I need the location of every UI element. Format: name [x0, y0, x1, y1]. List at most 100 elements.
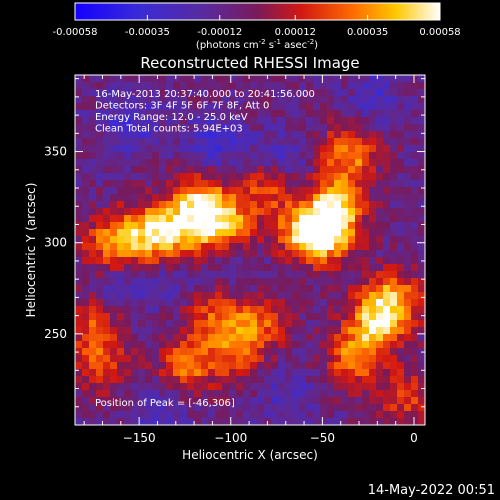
heatmap-cell — [243, 369, 251, 377]
heatmap-cell — [369, 390, 377, 398]
heatmap-cell — [376, 236, 384, 244]
heatmap-cell — [334, 131, 342, 139]
heatmap-cell — [341, 355, 349, 363]
heatmap-cell — [306, 376, 314, 384]
heatmap-cell — [173, 341, 181, 349]
heatmap-cell — [341, 369, 349, 377]
heatmap-cell — [271, 145, 279, 153]
heatmap-cell — [236, 75, 244, 83]
heatmap-cell — [397, 376, 405, 384]
heatmap-cell — [222, 208, 230, 216]
heatmap-cell — [355, 320, 363, 328]
heatmap-cell — [96, 334, 104, 342]
heatmap-cell — [306, 201, 314, 209]
heatmap-cell — [418, 376, 425, 384]
heatmap-cell — [383, 222, 391, 230]
heatmap-cell — [103, 376, 111, 384]
heatmap-cell — [152, 292, 160, 300]
heatmap-cell — [117, 215, 125, 223]
heatmap-cell — [75, 159, 83, 167]
heatmap-cell — [376, 362, 384, 370]
heatmap-cell — [166, 341, 174, 349]
heatmap-cell — [180, 397, 188, 405]
heatmap-cell — [138, 110, 146, 118]
heatmap-cell — [250, 82, 258, 90]
heatmap-cell — [124, 131, 132, 139]
heatmap-cell — [383, 159, 391, 167]
heatmap-cell — [117, 320, 125, 328]
heatmap-cell — [397, 187, 405, 195]
heatmap-cell — [341, 264, 349, 272]
heatmap-cell — [145, 292, 153, 300]
heatmap-cell — [152, 194, 160, 202]
heatmap-cell — [341, 103, 349, 111]
heatmap-cell — [299, 89, 307, 97]
heatmap-cell — [194, 152, 202, 160]
heatmap-cell — [285, 362, 293, 370]
heatmap-cell — [362, 278, 370, 286]
heatmap-cell — [96, 362, 104, 370]
heatmap-cell — [166, 152, 174, 160]
heatmap-cell — [75, 355, 83, 363]
heatmap-cell — [222, 250, 230, 258]
heatmap-cell — [390, 411, 398, 419]
heatmap-cell — [327, 187, 335, 195]
heatmap-cell — [306, 313, 314, 321]
heatmap-cell — [264, 117, 272, 125]
heatmap-cell — [383, 334, 391, 342]
heatmap-cell — [299, 145, 307, 153]
heatmap-cell — [278, 327, 286, 335]
heatmap-cell — [180, 222, 188, 230]
heatmap-cell — [299, 362, 307, 370]
heatmap-cell — [75, 264, 83, 272]
heatmap-cell — [215, 124, 223, 132]
heatmap-cell — [348, 271, 356, 279]
heatmap-cell — [278, 89, 286, 97]
heatmap-cell — [404, 215, 412, 223]
heatmap-cell — [187, 75, 195, 83]
heatmap-cell — [208, 173, 216, 181]
heatmap-cell — [285, 138, 293, 146]
heatmap-cell — [201, 397, 209, 405]
heatmap-cell — [369, 215, 377, 223]
heatmap-cell — [117, 194, 125, 202]
heatmap-cell — [152, 334, 160, 342]
heatmap-cell — [348, 229, 356, 237]
heatmap-cell — [89, 82, 97, 90]
heatmap-cell — [222, 397, 230, 405]
heatmap-cell — [145, 180, 153, 188]
heatmap-cell — [320, 117, 328, 125]
heatmap-cell — [411, 243, 419, 251]
heatmap-cell — [362, 208, 370, 216]
heatmap-cell — [145, 201, 153, 209]
heatmap-cell — [145, 222, 153, 230]
heatmap-cell — [82, 285, 90, 293]
heatmap-cell — [362, 75, 370, 83]
heatmap-cell — [201, 299, 209, 307]
heatmap-cell — [173, 145, 181, 153]
heatmap-cell — [222, 229, 230, 237]
heatmap-cell — [138, 103, 146, 111]
heatmap-cell — [397, 194, 405, 202]
heatmap-cell — [404, 96, 412, 104]
x-axis-label: Heliocentric X (arcsec) — [182, 448, 318, 462]
heatmap-cell — [299, 313, 307, 321]
heatmap-cell — [138, 348, 146, 356]
heatmap-cell — [320, 404, 328, 412]
heatmap-cell — [327, 194, 335, 202]
heatmap-cell — [292, 341, 300, 349]
heatmap-cell — [117, 355, 125, 363]
heatmap-cell — [89, 187, 97, 195]
heatmap-cell — [201, 208, 209, 216]
heatmap-cell — [103, 236, 111, 244]
heatmap-cell — [250, 215, 258, 223]
heatmap-cell — [159, 341, 167, 349]
heatmap-cell — [418, 96, 425, 104]
heatmap-cell — [110, 159, 118, 167]
heatmap-cell — [278, 271, 286, 279]
heatmap-cell — [131, 187, 139, 195]
heatmap-cell — [117, 264, 125, 272]
heatmap-cell — [117, 341, 125, 349]
heatmap-cell — [383, 173, 391, 181]
heatmap-cell — [334, 117, 342, 125]
